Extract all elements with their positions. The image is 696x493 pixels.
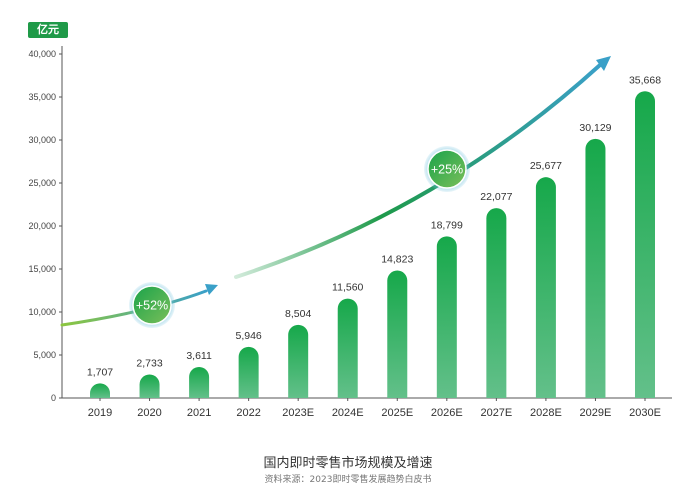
y-tick-label: 15,000 [28, 264, 56, 274]
y-tick-label: 10,000 [28, 307, 56, 317]
y-tick-label: 30,000 [28, 135, 56, 145]
bar-2027E [486, 208, 507, 398]
data-label-2022: 5,946 [235, 330, 261, 342]
data-label-2024E: 11,560 [332, 282, 363, 294]
x-tick-label: 2020 [137, 407, 161, 419]
bar-2028E [535, 177, 556, 398]
x-tick-label: 2029E [580, 407, 612, 419]
data-labels: 1,707 2,733 3,611 5,946 8,504 11,560 14,823 18,… [87, 74, 661, 378]
y-tick-label: 35,000 [28, 92, 56, 102]
arrowhead-1 [205, 284, 218, 295]
arrowhead-2 [596, 56, 611, 71]
growth-circle-1 [132, 285, 172, 325]
growth-rate-label-1: +52% [136, 299, 168, 313]
axes: 0 5,000 10,000 15,000 20,000 25,000 30,000 35,0… [28, 46, 672, 419]
data-label-2026E: 18,799 [431, 219, 463, 231]
data-label-2025E: 14,823 [381, 254, 413, 266]
data-label-2030E: 35,668 [629, 74, 661, 86]
x-tick-label: 2023E [282, 407, 314, 419]
x-tick-label: 2024E [332, 407, 364, 419]
data-label-2029E: 30,129 [579, 122, 611, 134]
bar-2029E [585, 138, 606, 398]
x-tick-label: 2022 [236, 407, 260, 419]
data-label-2028E: 25,677 [530, 160, 562, 172]
x-tick-label: 2030E [629, 407, 661, 419]
data-label-2027E: 22,077 [480, 191, 512, 203]
y-tick-label: 5,000 [33, 350, 56, 360]
bar-2025E [387, 270, 408, 398]
bar-2024E [337, 298, 358, 398]
bars [90, 91, 655, 399]
bar-2022 [238, 346, 259, 398]
x-tick-label: 2019 [88, 407, 112, 419]
x-tick-label: 2025E [381, 407, 413, 419]
y-tick-label: 0 [51, 393, 56, 403]
bar-2020 [139, 374, 160, 398]
chart-caption-title: 国内即时零售市场规模及增速 [263, 456, 433, 471]
data-label-2023E: 8,504 [285, 308, 311, 320]
y-tick-label: 40,000 [28, 49, 56, 59]
data-label-2020: 2,733 [136, 357, 162, 369]
x-tick-label: 2026E [431, 407, 463, 419]
growth-rate-label-2: +25% [431, 163, 463, 177]
bar-2026E [436, 236, 457, 398]
growth-arrow-2 [234, 63, 602, 279]
x-tick-label: 2027E [480, 407, 512, 419]
x-tick-label: 2021 [187, 407, 211, 419]
growth-annotations: +52% +25% [129, 146, 470, 328]
bar-2023E [288, 324, 309, 398]
unit-badge: 亿元 [28, 22, 68, 38]
data-label-2019: 1,707 [87, 366, 113, 378]
growth-circle-2 [427, 149, 467, 189]
y-tick-label: 25,000 [28, 178, 56, 188]
bar-2021 [189, 366, 210, 398]
bar-2019 [90, 383, 110, 398]
y-tick-label: 20,000 [28, 221, 56, 231]
x-tick-label: 2028E [530, 407, 562, 419]
chart-caption-source: 资料来源：2023即时零售发展趋势白皮书 [264, 475, 432, 485]
bar-2030E [635, 91, 655, 399]
data-label-2021: 3,611 [186, 350, 212, 362]
